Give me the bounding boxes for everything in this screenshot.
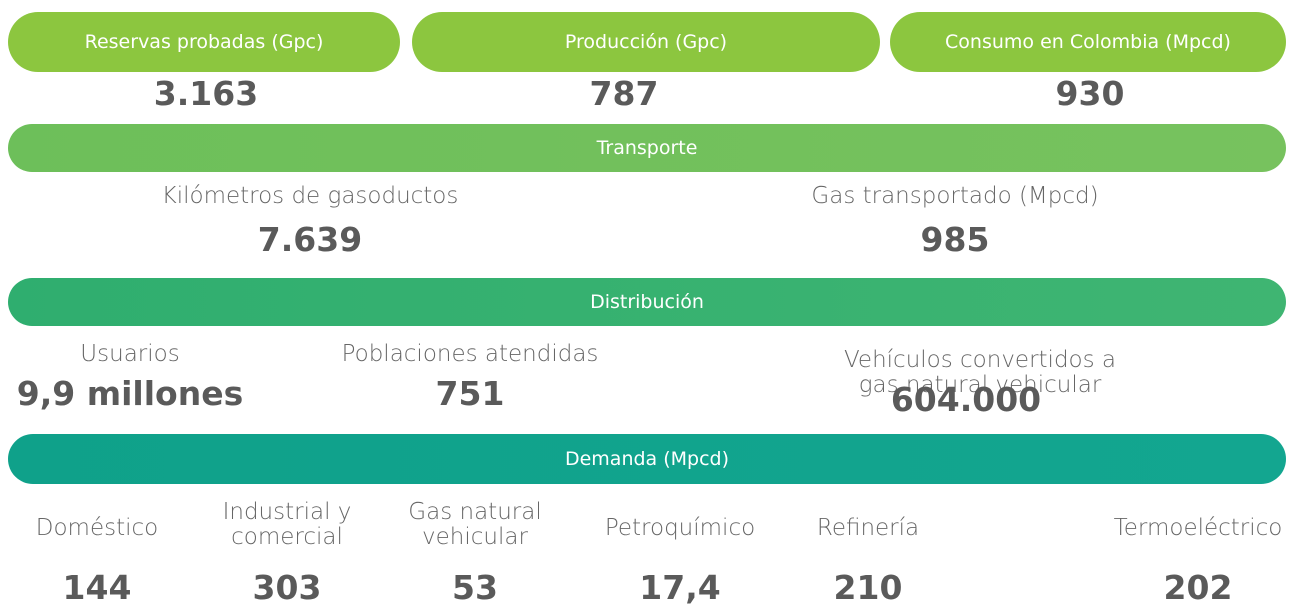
value: 17,4 [639, 568, 721, 607]
value: 202 [1163, 568, 1233, 607]
label: Gas natural vehicular [408, 499, 542, 551]
value: 3.163 [153, 74, 259, 113]
value: 7.639 [257, 220, 363, 259]
label: Usuarios [80, 341, 180, 367]
section-bar: Transporte [8, 124, 1286, 172]
value: 9,9 millones [16, 374, 244, 413]
value: 985 [920, 220, 990, 259]
value: 53 [452, 568, 498, 607]
label: Termoeléctrico [1113, 515, 1283, 541]
label: Petroquímico [604, 515, 756, 541]
header-pill: Consumo en Colombia (Mpcd) [890, 12, 1286, 72]
label: Doméstico [35, 515, 159, 541]
value: 604.000 [890, 380, 1042, 419]
label: Poblaciones atendidas [341, 341, 599, 367]
label: Industrial y comercial [222, 499, 352, 551]
section-bar: Distribución [8, 278, 1286, 326]
value: 303 [252, 568, 322, 607]
value: 751 [435, 374, 505, 413]
value: 930 [1055, 74, 1125, 113]
value: 787 [589, 74, 659, 113]
header-pill: Producción (Gpc) [412, 12, 880, 72]
label: Kilómetros de gasoductos [161, 183, 459, 209]
header-pill: Reservas probadas (Gpc) [8, 12, 400, 72]
section-bar: Demanda (Mpcd) [8, 434, 1286, 484]
value: 144 [62, 568, 132, 607]
label: Gas transportado (Mpcd) [811, 183, 1099, 209]
label: Refinería [816, 515, 920, 541]
value: 210 [833, 568, 903, 607]
label: Vehículos convertidos a gas natural vehi… [843, 347, 1117, 399]
